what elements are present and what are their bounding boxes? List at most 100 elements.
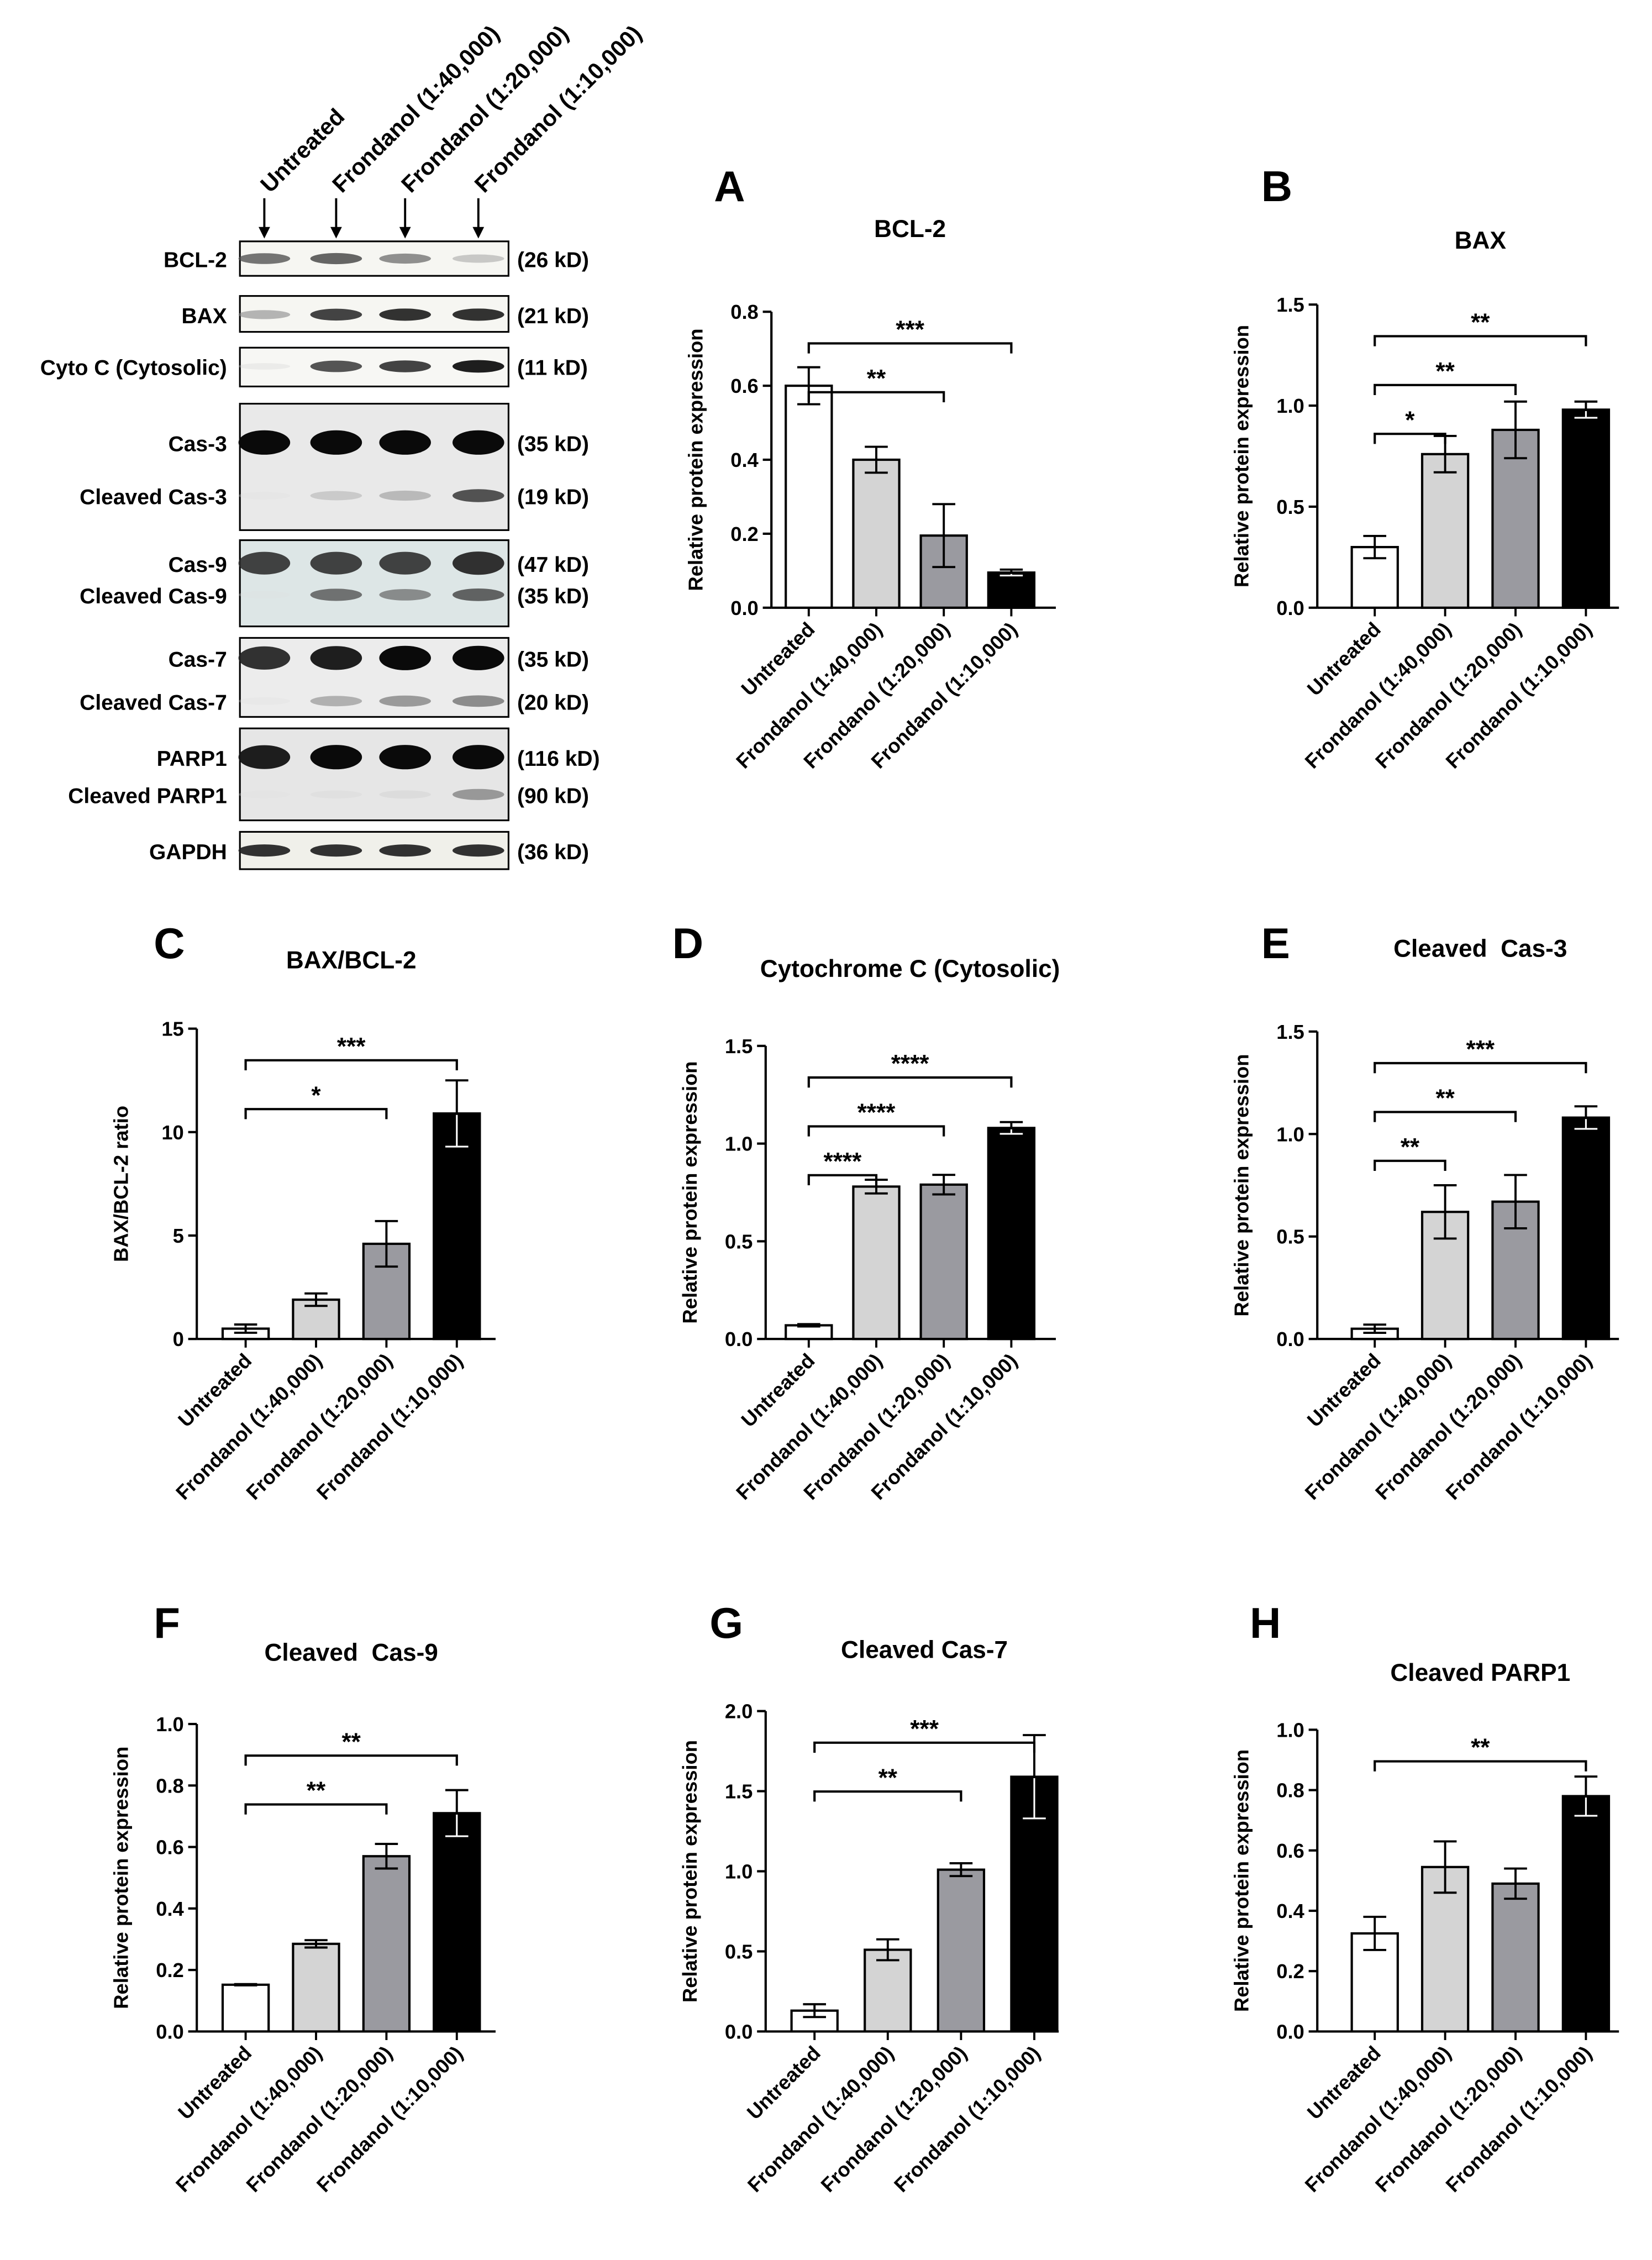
y-tick-label: 0.0 <box>730 597 759 619</box>
significance-label: ** <box>1471 309 1490 336</box>
significance-label: ** <box>307 1777 326 1804</box>
blot-band <box>238 430 291 455</box>
blot-kd-label: (36 kD) <box>517 840 589 864</box>
y-tick-label: 15 <box>161 1018 183 1040</box>
blot-band <box>453 695 504 707</box>
blot-kd-label: (21 kD) <box>517 304 589 328</box>
significance-label: ** <box>867 365 886 392</box>
y-tick-label: 5 <box>173 1224 184 1247</box>
significance-bracket <box>807 1174 878 1185</box>
blot-kd-label: (116 kD) <box>517 747 600 771</box>
blot-band <box>453 360 504 373</box>
bar <box>1561 408 1611 609</box>
chart-panel-f: F Cleaved Cas-9 0.0 0.2 0.4 0.6 0.8 1.0 Relative… <box>109 1599 496 2196</box>
blot-protein-label: Cyto C (Cytosolic) <box>40 356 227 380</box>
blot-band <box>453 489 504 502</box>
blot-band <box>238 253 291 264</box>
bar <box>785 385 833 609</box>
bar <box>987 571 1036 609</box>
panel-letter: C <box>154 919 185 968</box>
blot-band <box>238 697 291 705</box>
chart-title: Cleaved Cas-7 <box>841 1636 1008 1663</box>
blot-band <box>238 310 291 319</box>
blot-band <box>379 745 431 770</box>
significance-bracket <box>813 1790 962 1802</box>
bar <box>937 1868 986 2033</box>
blot-band <box>310 588 362 601</box>
blot-protein-label: Cas-9 <box>169 553 227 577</box>
panel-letter: A <box>714 162 745 211</box>
significance-bracket <box>244 1059 458 1070</box>
y-tick-label: 0.5 <box>725 1940 753 1963</box>
chart-title: BAX/BCL-2 <box>286 947 417 974</box>
blot-band <box>310 790 362 798</box>
blot-band <box>310 844 362 857</box>
blot-band <box>238 551 291 575</box>
blot-band <box>453 430 504 455</box>
blot-protein-label: BAX <box>181 304 227 328</box>
bar <box>1561 1795 1611 2033</box>
y-tick-label: 1.5 <box>725 1035 753 1058</box>
blot-band <box>379 589 431 601</box>
lane-arrow-head <box>399 227 411 239</box>
blot-kd-label: (47 kD) <box>517 553 589 577</box>
blot-band <box>453 745 504 770</box>
blot-kd-label: (35 kD) <box>517 648 589 671</box>
blot-band <box>238 844 291 857</box>
x-tick-label: Frondanol (1:10,000) <box>1441 618 1597 773</box>
chart-title: Cleaved Cas-3 <box>1393 935 1567 963</box>
blot-kd-label: (26 kD) <box>517 249 589 272</box>
y-tick-label: 0.6 <box>730 375 759 397</box>
bar <box>1491 428 1540 609</box>
chart-panel-a: A BCL-2 0.0 0.2 0.4 0.6 0.8 Relative protein ex… <box>684 162 1056 773</box>
blot-band <box>379 645 431 670</box>
bar <box>1420 453 1470 609</box>
blot-band <box>379 360 431 372</box>
y-tick-label: 1.0 <box>1276 395 1304 417</box>
blot-kd-label: (20 kD) <box>517 691 589 714</box>
blot-band <box>453 645 504 670</box>
blot-protein-label: Cleaved PARP1 <box>68 784 227 808</box>
blot-band <box>379 844 431 857</box>
y-axis-label: BAX/BCL-2 ratio <box>109 1106 132 1262</box>
chart-title: BAX <box>1455 227 1507 254</box>
blot-band <box>453 308 504 321</box>
blot-band <box>310 646 362 670</box>
bar <box>221 1983 270 2033</box>
significance-label: ** <box>878 1764 898 1791</box>
y-axis-label: Relative protein expression <box>678 1061 701 1323</box>
y-tick-label: 2.0 <box>725 1700 753 1723</box>
chart-title: BCL-2 <box>874 216 946 243</box>
panel-letter: F <box>154 1599 180 1647</box>
blot-band <box>379 790 431 799</box>
significance-bracket <box>244 1803 388 1815</box>
blot-band <box>310 551 362 575</box>
blot-kd-label: (19 kD) <box>517 486 589 509</box>
bar <box>919 1183 968 1341</box>
y-tick-label: 0.5 <box>1276 1226 1304 1248</box>
significance-bracket <box>813 1741 1036 1753</box>
y-tick-label: 1.0 <box>725 1860 753 1883</box>
blot-kd-label: (11 kD) <box>517 356 588 380</box>
significance-label: ** <box>341 1728 361 1756</box>
panel-letter: D <box>672 919 703 968</box>
y-tick-label: 1.0 <box>1276 1718 1304 1741</box>
panel-letter: E <box>1261 919 1290 968</box>
blot-band <box>238 492 291 500</box>
significance-label: *** <box>1466 1036 1495 1063</box>
y-tick-label: 0.8 <box>730 301 759 323</box>
blot-kd-label: (90 kD) <box>517 784 589 808</box>
panel-letter: H <box>1250 1599 1281 1647</box>
significance-bracket <box>807 1076 1013 1088</box>
y-tick-label: 0.2 <box>1276 1960 1304 1983</box>
significance-label: *** <box>910 1715 939 1742</box>
blot-protein-label: Cleaved Cas-3 <box>80 486 227 509</box>
significance-bracket <box>1374 1111 1517 1122</box>
bar <box>433 1812 481 2033</box>
significance-bracket <box>1374 433 1446 444</box>
y-tick-label: 0.6 <box>156 1836 184 1859</box>
y-axis-label: Relative protein expression <box>1230 1749 1253 2012</box>
blot-band <box>453 588 504 601</box>
x-tick-label: Frondanol (1:10,000) <box>312 2042 467 2197</box>
